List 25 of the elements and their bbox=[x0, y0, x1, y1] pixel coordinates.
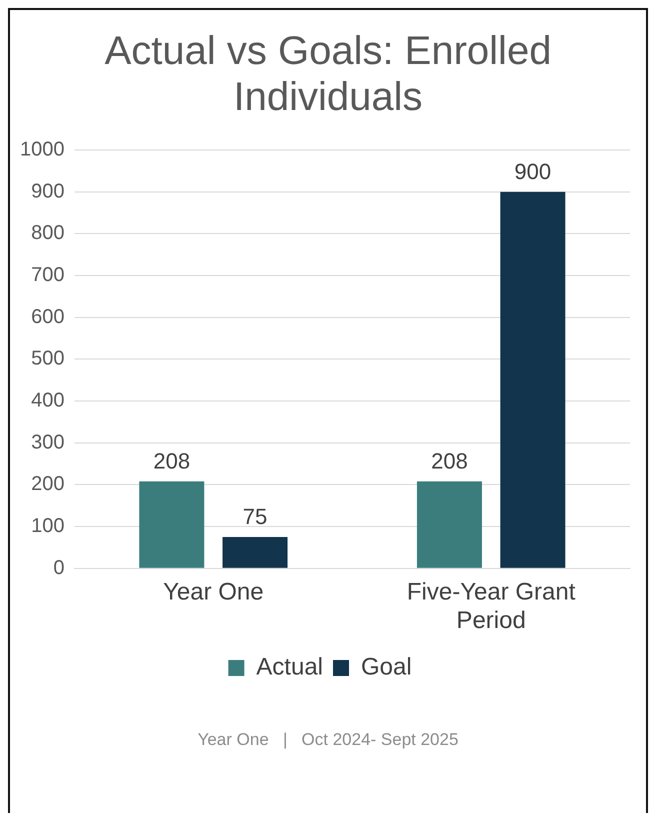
y-tick-label: 700 bbox=[31, 264, 64, 286]
legend-label: Goal bbox=[361, 654, 412, 681]
y-tick-label: 1000 bbox=[20, 138, 64, 161]
data-label: 900 bbox=[514, 158, 552, 184]
y-tick-label: 0 bbox=[53, 556, 64, 579]
y-tick-label: 200 bbox=[31, 473, 64, 496]
y-tick-label: 100 bbox=[31, 515, 64, 538]
bar bbox=[222, 537, 288, 568]
x-tick-label: Year One bbox=[163, 578, 264, 606]
bar bbox=[500, 192, 566, 568]
y-tick-label: 400 bbox=[31, 390, 64, 412]
data-label: 208 bbox=[153, 448, 190, 474]
y-tick-label: 900 bbox=[31, 180, 64, 202]
y-tick-label: 600 bbox=[31, 306, 64, 328]
chart-title: Actual vs Goals: Enrolled Individuals bbox=[104, 28, 552, 120]
bar bbox=[416, 481, 482, 568]
bar bbox=[139, 481, 204, 568]
x-tick-label: Five-Year Grant Period bbox=[406, 578, 576, 634]
y-tick-label: 800 bbox=[31, 222, 64, 244]
legend-label: Actual bbox=[256, 654, 324, 681]
data-label: 75 bbox=[242, 504, 268, 530]
y-tick-label: 300 bbox=[31, 431, 64, 454]
data-label: 208 bbox=[431, 448, 468, 474]
text: Year One | Oct 2024- Sept 2025 bbox=[196, 730, 460, 750]
y-tick-label: 500 bbox=[31, 348, 64, 370]
